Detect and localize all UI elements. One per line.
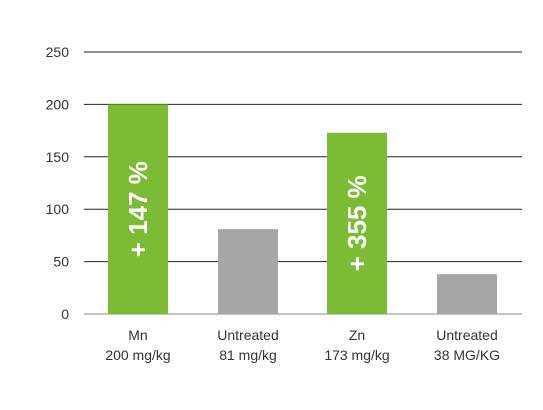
bar — [108, 104, 168, 315]
x-axis-labels: Mn 200 mg/kg Untreated 81 mg/kg Zn 173 mg/kg U… — [105, 327, 500, 363]
y-tick-label: 200 — [46, 96, 70, 112]
x-category-label: Untreated — [436, 327, 497, 343]
bar — [327, 132, 387, 314]
bar — [218, 229, 278, 314]
bar — [437, 274, 497, 314]
y-tick-label: 250 — [46, 44, 70, 60]
bar-value-label: + 355 % — [342, 175, 372, 271]
x-category-label: Mn — [128, 327, 147, 343]
y-axis-ticks: 0 50 100 150 200 250 — [46, 44, 70, 322]
y-tick-label: 0 — [61, 306, 69, 322]
x-category-label: 200 mg/kg — [105, 347, 170, 363]
x-category-label: 173 mg/kg — [324, 347, 389, 363]
x-category-label: 81 mg/kg — [219, 347, 277, 363]
x-category-label: Untreated — [217, 327, 278, 343]
x-category-label: Zn — [349, 327, 365, 343]
y-tick-label: 100 — [46, 201, 70, 217]
x-category-label: 38 MG/KG — [434, 347, 500, 363]
bars: + 147 % + 355 % — [108, 104, 497, 315]
bar-value-label: + 147 % — [123, 161, 153, 257]
y-tick-label: 150 — [46, 149, 70, 165]
y-tick-label: 50 — [53, 254, 69, 270]
